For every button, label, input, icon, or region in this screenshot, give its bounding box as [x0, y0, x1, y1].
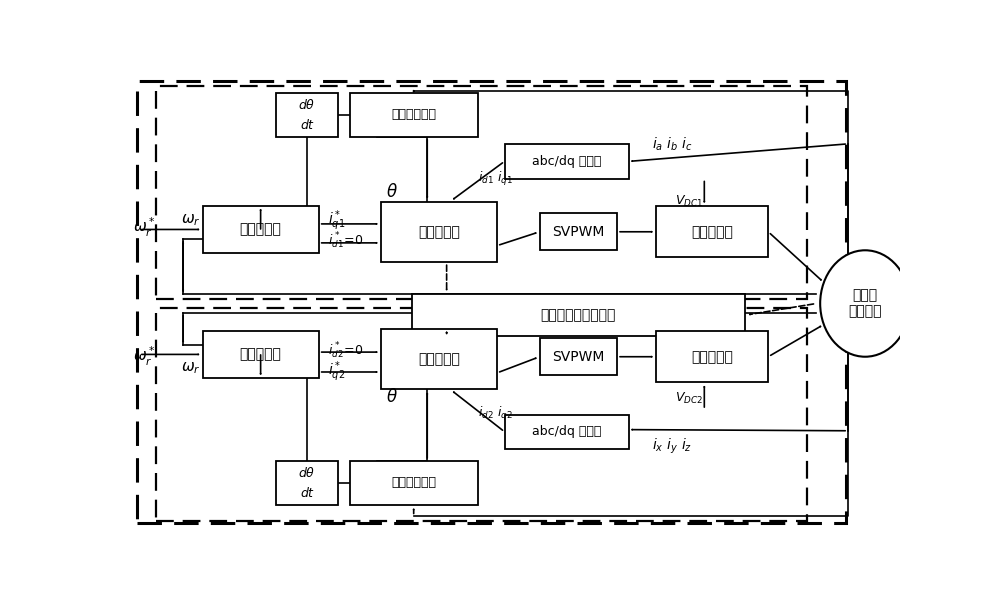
Text: $i_{d1}^*\!=\!0$: $i_{d1}^*\!=\!0$ — [328, 231, 363, 251]
FancyBboxPatch shape — [202, 206, 319, 252]
Text: 二号逆变器: 二号逆变器 — [691, 350, 733, 364]
FancyBboxPatch shape — [350, 461, 478, 505]
FancyBboxPatch shape — [276, 461, 338, 505]
Text: 故障诊断与余度通信: 故障诊断与余度通信 — [541, 308, 616, 322]
Text: $\omega_r^*$: $\omega_r^*$ — [133, 216, 155, 239]
FancyBboxPatch shape — [540, 213, 617, 250]
Text: $dt$: $dt$ — [300, 118, 315, 132]
Ellipse shape — [820, 250, 910, 357]
Text: abc/dq 变换器: abc/dq 变换器 — [532, 154, 601, 168]
Text: $i_{d1}\ i_{q1}$: $i_{d1}\ i_{q1}$ — [478, 169, 512, 188]
Text: $dt$: $dt$ — [300, 486, 315, 500]
FancyBboxPatch shape — [350, 93, 478, 137]
Text: $\omega_r^*$: $\omega_r^*$ — [133, 345, 155, 368]
FancyBboxPatch shape — [202, 331, 319, 377]
FancyBboxPatch shape — [656, 206, 768, 257]
FancyBboxPatch shape — [656, 331, 768, 382]
FancyBboxPatch shape — [540, 338, 617, 375]
Text: $d\theta$: $d\theta$ — [298, 98, 316, 112]
Text: 电流控制器: 电流控制器 — [418, 352, 460, 366]
Text: 速度控制器: 速度控制器 — [240, 347, 282, 361]
FancyBboxPatch shape — [505, 144, 629, 178]
Text: $\theta$: $\theta$ — [386, 388, 398, 406]
Text: $V_{DC1}$: $V_{DC1}$ — [675, 194, 703, 209]
Text: $d\theta$: $d\theta$ — [298, 466, 316, 480]
FancyBboxPatch shape — [381, 202, 497, 262]
Text: 位置信号检测: 位置信号检测 — [391, 108, 436, 121]
Text: $\omega_r$: $\omega_r$ — [181, 212, 200, 228]
FancyBboxPatch shape — [412, 294, 745, 336]
Text: $\omega_r$: $\omega_r$ — [181, 361, 200, 376]
Text: $i_{q2}^*$: $i_{q2}^*$ — [328, 360, 345, 384]
Text: 电流控制器: 电流控制器 — [418, 225, 460, 239]
Text: $V_{DC2}$: $V_{DC2}$ — [675, 391, 703, 406]
Text: 一号逆变器: 一号逆变器 — [691, 225, 733, 239]
Text: SVPWM: SVPWM — [552, 225, 605, 239]
FancyBboxPatch shape — [505, 415, 629, 450]
Text: $i_x\ i_y\ i_z$: $i_x\ i_y\ i_z$ — [652, 436, 692, 456]
Text: $\theta$: $\theta$ — [386, 183, 398, 201]
Text: $i_a\ i_b\ i_c$: $i_a\ i_b\ i_c$ — [652, 135, 693, 153]
FancyBboxPatch shape — [276, 93, 338, 137]
Text: $i_{d2}^*\!=\!0$: $i_{d2}^*\!=\!0$ — [328, 341, 363, 361]
Text: 双绕组
容错电机: 双绕组 容错电机 — [848, 288, 882, 319]
Text: 速度控制器: 速度控制器 — [240, 222, 282, 236]
Text: SVPWM: SVPWM — [552, 350, 605, 364]
Text: $i_{d2}\ i_{q2}$: $i_{d2}\ i_{q2}$ — [478, 404, 512, 423]
Text: abc/dq 变换器: abc/dq 变换器 — [532, 426, 601, 438]
FancyBboxPatch shape — [381, 329, 497, 389]
Text: $i_{q1}^*$: $i_{q1}^*$ — [328, 209, 345, 233]
Text: 位置信号检测: 位置信号检测 — [391, 477, 436, 489]
